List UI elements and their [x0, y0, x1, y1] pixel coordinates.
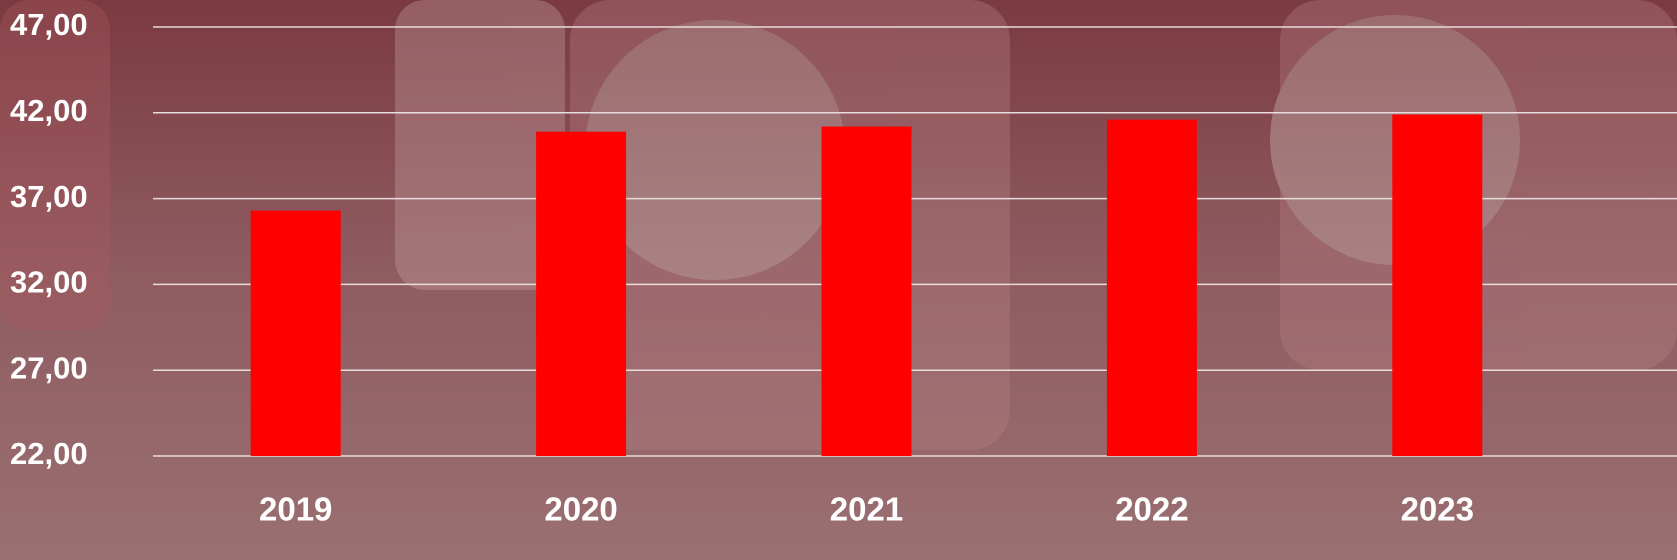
- x-tick-label: 2021: [830, 491, 903, 528]
- bar: [1107, 120, 1197, 456]
- bar: [251, 211, 341, 456]
- y-tick-label: 47,00: [10, 7, 88, 42]
- y-tick-label: 42,00: [10, 93, 88, 128]
- bar: [1392, 115, 1482, 456]
- x-tick-label: 2020: [544, 491, 617, 528]
- bar: [822, 127, 912, 456]
- y-tick-label: 32,00: [10, 265, 88, 300]
- bar: [536, 132, 626, 456]
- x-tick-label: 2022: [1115, 491, 1188, 528]
- y-tick-label: 37,00: [10, 179, 88, 214]
- y-tick-label: 22,00: [10, 436, 88, 471]
- y-tick-label: 27,00: [10, 350, 88, 385]
- chart: 22,00 27,00 32,00 37,00 42,00 47,00 2019 2020 20…: [0, 0, 1677, 560]
- x-tick-label: 2019: [259, 491, 332, 528]
- x-tick-label: 2023: [1401, 491, 1474, 528]
